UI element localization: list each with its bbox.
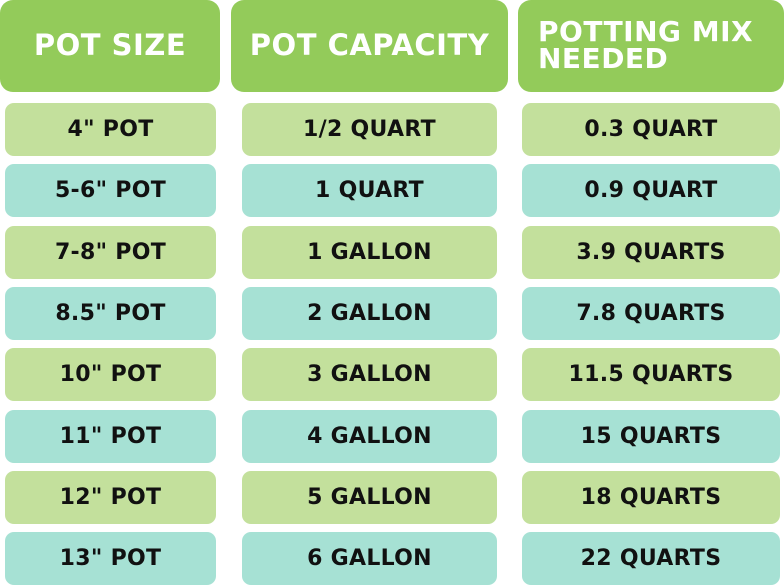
potting-mix-cell: 11.5 QUARTS <box>522 348 780 401</box>
pot-capacity-cell: 1 GALLON <box>242 226 497 279</box>
pot-size-cell: 5-6" POT <box>5 164 216 217</box>
pot-size-cell: 7-8" POT <box>5 226 216 279</box>
potting-mix-cell: 22 QUARTS <box>522 532 780 585</box>
pot-capacity-cell: 6 GALLON <box>242 532 497 585</box>
pot-size-cell: 4" POT <box>5 103 216 156</box>
header-pot-size: POT SIZE <box>0 0 220 92</box>
pot-size-cell: 12" POT <box>5 471 216 524</box>
pot-capacity-cell: 3 GALLON <box>242 348 497 401</box>
potting-mix-cell: 0.3 QUART <box>522 103 780 156</box>
pot-capacity-cell: 4 GALLON <box>242 410 497 463</box>
pot-capacity-cell: 2 GALLON <box>242 287 497 340</box>
pot-size-cell: 11" POT <box>5 410 216 463</box>
header-pot-capacity: POT CAPACITY <box>231 0 508 92</box>
pot-size-cell: 13" POT <box>5 532 216 585</box>
pot-capacity-cell: 5 GALLON <box>242 471 497 524</box>
pot-size-cell: 10" POT <box>5 348 216 401</box>
potting-mix-cell: 0.9 QUART <box>522 164 780 217</box>
potting-mix-cell: 18 QUARTS <box>522 471 780 524</box>
pot-size-cell: 8.5" POT <box>5 287 216 340</box>
pot-capacity-cell: 1 QUART <box>242 164 497 217</box>
potting-mix-cell: 15 QUARTS <box>522 410 780 463</box>
potting-mix-cell: 7.8 QUARTS <box>522 287 780 340</box>
potting-mix-cell: 3.9 QUARTS <box>522 226 780 279</box>
header-potting-mix-needed: POTTING MIX NEEDED <box>518 0 784 92</box>
pot-capacity-cell: 1/2 QUART <box>242 103 497 156</box>
